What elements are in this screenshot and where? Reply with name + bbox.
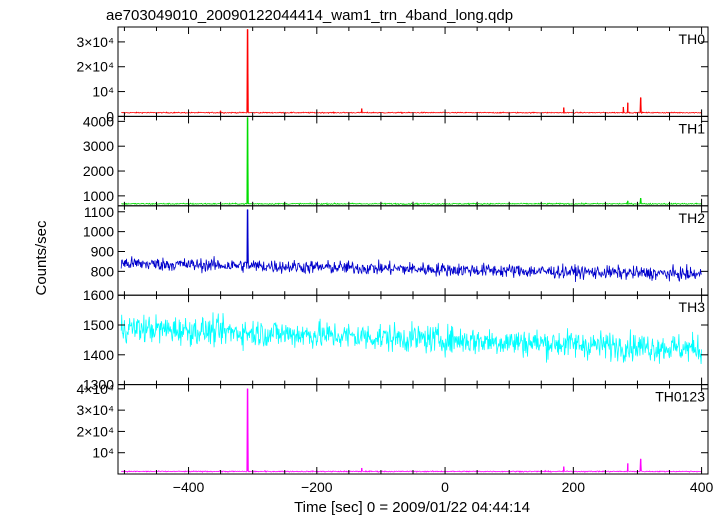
panel-th0: 0 10⁴ 2×10⁴ 3×10⁴ TH0 xyxy=(76,26,709,124)
y-tick-label: 900 xyxy=(91,243,115,259)
chart-title: ae703049010_20090122044414_wam1_trn_4ban… xyxy=(106,7,513,24)
x-tick-label: 200 xyxy=(562,479,586,495)
series-line-th0123 xyxy=(121,388,702,473)
panel-th1: 1000 2000 3000 4000 TH1 xyxy=(83,113,709,207)
y-tick-label: 10⁴ xyxy=(92,84,114,100)
y-tick-label: 1500 xyxy=(83,317,114,333)
y-tick-label: 3×10⁴ xyxy=(76,402,114,418)
panel-name-label: TH0123 xyxy=(655,389,705,405)
y-tick-label: 4000 xyxy=(83,113,114,129)
y-tick-label: 1100 xyxy=(84,204,114,220)
y-tick-label: 1000 xyxy=(83,188,114,204)
y-tick-label: 10⁴ xyxy=(92,445,114,461)
y-tick-label: 4×10⁴ xyxy=(76,381,114,397)
panel-name-label: TH2 xyxy=(679,210,706,226)
panel-th0123: 10⁴ 2×10⁴ 3×10⁴ 4×10⁴ TH0123 xyxy=(76,381,709,475)
y-tick-label: 1600 xyxy=(83,287,114,303)
y-tick-label: 800 xyxy=(91,263,115,279)
series-line-th2 xyxy=(120,209,702,283)
y-tick-label: 0 xyxy=(106,108,114,124)
panel-name-label: TH0 xyxy=(679,31,706,47)
series-line-th1 xyxy=(121,117,702,206)
series-line-th0 xyxy=(121,29,702,115)
panel-name-label: TH3 xyxy=(679,299,706,315)
y-tick-label: 3×10⁴ xyxy=(76,34,114,50)
panel-th2: 800 900 1000 1100 TH2 xyxy=(83,204,709,296)
panel-name-label: TH1 xyxy=(679,120,706,136)
panel-frame xyxy=(117,384,709,475)
x-tick-label: 400 xyxy=(690,479,714,495)
y-tick-label: 2×10⁴ xyxy=(76,423,114,439)
y-axis-title: Counts/sec xyxy=(33,220,50,296)
panel-frame xyxy=(117,205,709,296)
x-tick-label: 0 xyxy=(441,479,449,495)
y-tick-label: 1300 xyxy=(83,377,114,393)
series-line-th3 xyxy=(120,312,702,365)
y-tick-label: 1400 xyxy=(83,347,114,363)
x-axis-title: Time [sec] 0 = 2009/01/22 04:44:14 xyxy=(294,499,530,516)
panel-frame xyxy=(117,26,709,117)
y-tick-label: 2×10⁴ xyxy=(76,59,114,75)
x-tick-label: −200 xyxy=(301,479,333,495)
panel-th3: 1300 1400 1500 1600 TH3 xyxy=(83,287,709,393)
y-tick-label: 1000 xyxy=(83,224,114,240)
y-tick-label: 2000 xyxy=(83,163,114,179)
panel-frame xyxy=(117,115,709,207)
y-tick-label: 3000 xyxy=(83,138,114,154)
x-tick-label: −400 xyxy=(173,479,205,495)
